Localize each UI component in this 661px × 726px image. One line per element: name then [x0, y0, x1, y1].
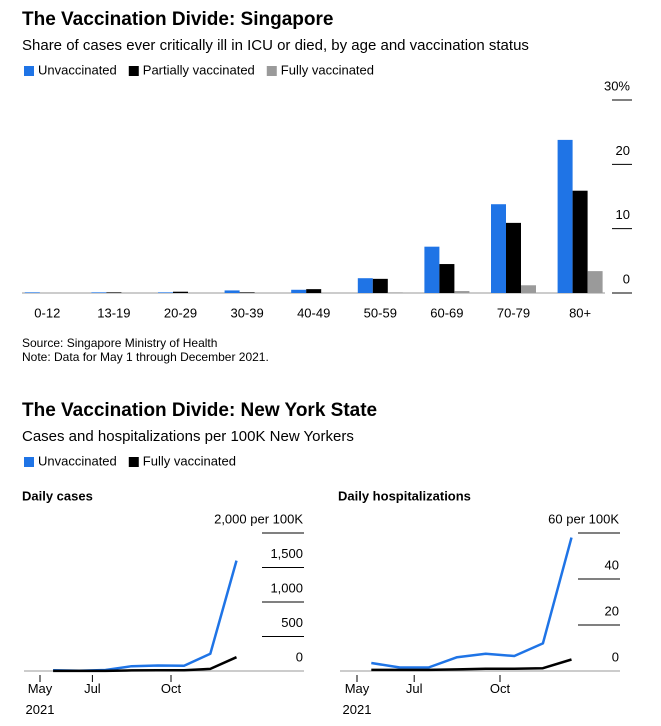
- bar: [306, 289, 322, 293]
- y-tick-label: 1,000: [270, 580, 303, 595]
- bar: [387, 292, 403, 293]
- x-tick-label: 30-39: [230, 305, 263, 320]
- y-tick-label: 2,000 per 100K: [214, 511, 303, 526]
- bar: [587, 271, 603, 293]
- legend-swatch: [128, 66, 139, 76]
- bar: [557, 139, 573, 293]
- y-tick-label: 20: [616, 143, 630, 158]
- x-tick-label: Jul: [84, 681, 101, 696]
- y-tick-label: 10: [616, 207, 630, 222]
- x-tick-label: May 2021: [343, 681, 372, 717]
- y-tick-label: 30%: [604, 78, 630, 93]
- x-tick-label: 70-79: [497, 305, 530, 320]
- legend-swatch: [24, 457, 34, 467]
- legend-swatch: [24, 66, 34, 76]
- x-tick-label: 13-19: [97, 305, 130, 320]
- bar: [521, 285, 536, 293]
- bar: [291, 289, 307, 293]
- note: Note: Data for May 1 through December 20…: [22, 350, 269, 364]
- y-tick-label: 0: [296, 649, 303, 664]
- x-tick-label: 60-69: [430, 305, 463, 320]
- line: [371, 658, 572, 672]
- panel-title: Daily hospitalizations: [338, 488, 471, 503]
- y-tick-label: 500: [281, 615, 303, 630]
- line: [53, 656, 238, 673]
- legend-label: Unvaccinated: [38, 62, 117, 77]
- bar: [106, 292, 122, 293]
- chart-subtitle: Cases and hospitalizations per 100K New …: [22, 428, 354, 445]
- x-tick-label: 20-29: [164, 305, 197, 320]
- bar: [173, 291, 188, 293]
- y-tick-label: 40: [605, 557, 619, 572]
- y-tick-label: 20: [605, 603, 619, 618]
- y-tick-label: 60 per 100K: [548, 511, 619, 526]
- bar: [424, 246, 440, 293]
- bar: [491, 204, 506, 293]
- bar: [439, 264, 455, 293]
- x-tick-label: Jul: [406, 681, 423, 696]
- line: [371, 537, 573, 669]
- legend-swatch: [266, 66, 277, 76]
- x-tick-label: 50-59: [364, 305, 397, 320]
- bar: [158, 292, 173, 293]
- legend-label: Unvaccinated: [38, 453, 117, 468]
- panel-title: Daily cases: [22, 488, 93, 503]
- bar: [239, 292, 255, 293]
- bar: [24, 292, 40, 293]
- bar: [454, 291, 470, 293]
- x-tick-label: 80+: [569, 305, 591, 320]
- legend-swatch: [128, 457, 139, 467]
- x-tick-label: Oct: [161, 681, 182, 696]
- legend-label: Partially vaccinated: [143, 62, 255, 77]
- bar: [357, 278, 373, 293]
- bar: [372, 278, 388, 293]
- chart-title: The Vaccination Divide: New York State: [22, 400, 377, 421]
- source: Source: Singapore Ministry of Health: [22, 336, 217, 350]
- y-tick-label: 0: [612, 649, 619, 664]
- bar: [506, 222, 521, 293]
- legend-label: Fully vaccinated: [143, 453, 236, 468]
- legend-label: Fully vaccinated: [281, 62, 374, 77]
- x-tick-label: 0-12: [34, 305, 60, 320]
- chart-title: The Vaccination Divide: Singapore: [22, 9, 333, 30]
- bar: [91, 292, 107, 293]
- bar: [224, 290, 240, 293]
- chart-subtitle: Share of cases ever critically ill in IC…: [22, 37, 529, 54]
- line: [53, 560, 238, 672]
- x-tick-label: 40-49: [297, 305, 330, 320]
- y-tick-label: 1,500: [270, 546, 303, 561]
- x-tick-label: Oct: [490, 681, 511, 696]
- y-tick-label: 0: [623, 271, 630, 286]
- bar: [572, 190, 588, 293]
- x-tick-label: May 2021: [26, 681, 55, 717]
